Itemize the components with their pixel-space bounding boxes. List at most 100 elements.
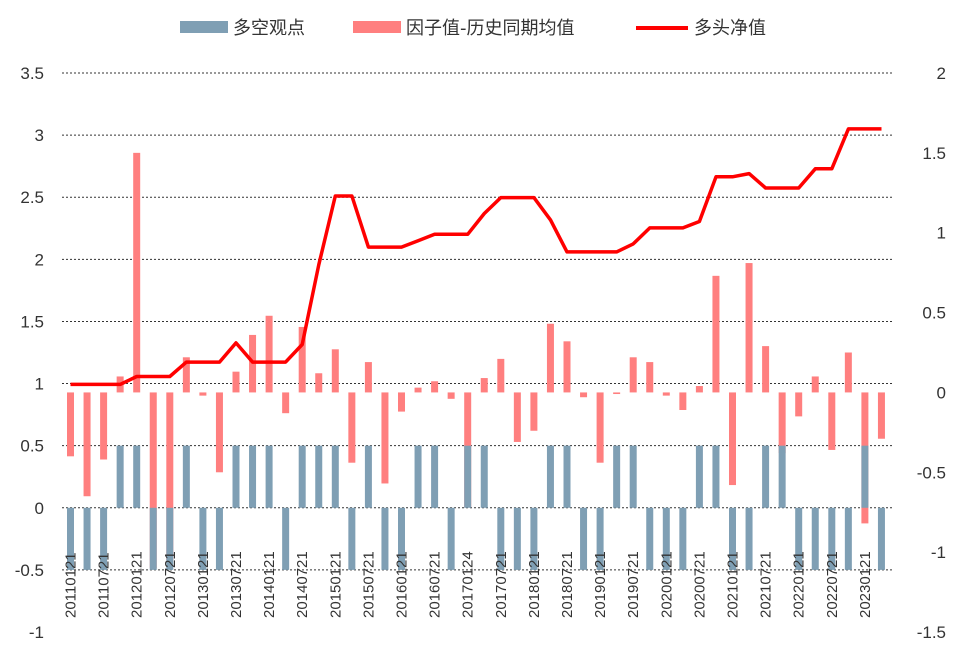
factor-diff-bar (83, 392, 91, 497)
long-short-bar (795, 507, 803, 570)
x-axis-ticks: 20110121 20110721 20120121 20120721 20130121… (63, 551, 874, 618)
long-short-bar (662, 507, 670, 570)
factor-diff-bar (149, 392, 157, 569)
factor-diff-bar (646, 362, 654, 393)
long-short-bar (447, 507, 455, 570)
x-tick-label: 20110121 (63, 552, 80, 618)
x-tick-label: 20190121 (592, 551, 609, 618)
factor-diff-bar (348, 392, 356, 463)
factor-diff-bar (497, 358, 505, 393)
x-tick-label: 20200121 (658, 551, 675, 618)
factor-diff-bar (795, 392, 803, 417)
factor-diff-bar (530, 392, 538, 431)
legend-label-nav: 多头净值 (694, 18, 766, 39)
long-short-bar (629, 445, 637, 508)
long-short-bar (530, 507, 538, 570)
x-tick-label: 20210721 (758, 551, 775, 618)
long-short-bar (348, 507, 356, 570)
long-short-bars (67, 445, 885, 570)
long-short-bar (83, 507, 91, 570)
long-short-bar (265, 445, 273, 508)
factor-diff-bar (298, 326, 306, 393)
long-short-bar (232, 445, 240, 508)
right-tick-label: -0.5 (917, 463, 946, 482)
factor-diff-bar (265, 315, 273, 393)
long-short-bar (215, 507, 223, 570)
long-short-bar (563, 445, 571, 508)
factor-diff-bar (613, 392, 621, 395)
x-tick-label: 20200721 (691, 551, 708, 618)
right-tick-label: -1.5 (917, 623, 946, 642)
factor-diff-bar (215, 392, 223, 473)
long-short-bar (480, 445, 488, 508)
long-short-bar (249, 445, 257, 508)
left-tick-label: 0.5 (20, 437, 44, 456)
left-tick-label: -1 (29, 623, 44, 642)
factor-diff-bar (364, 362, 372, 393)
x-tick-label: 20130121 (195, 551, 212, 618)
factor-diff-bar (679, 392, 687, 410)
long-short-bar (67, 507, 74, 570)
x-tick-label: 20190721 (625, 551, 642, 618)
legend: 多空观点 因子值-历史同期均值 多头净值 (180, 18, 766, 39)
x-tick-label: 20150721 (360, 551, 377, 618)
long-short-bar (100, 507, 108, 570)
x-tick-label: 20170124 (460, 551, 477, 618)
factor-diff-bar (546, 323, 554, 393)
factor-diff-bar (414, 387, 422, 393)
factor-diff-bar (778, 392, 786, 454)
long-short-bar (414, 445, 422, 508)
right-tick-label: 0.5 (922, 304, 946, 323)
left-tick-label: 3 (35, 126, 44, 145)
factor-diff-bar (480, 378, 488, 393)
long-short-bar (679, 507, 687, 570)
long-short-bar (331, 445, 339, 508)
x-tick-label: 20130721 (228, 551, 245, 618)
nav-line-layer (70, 127, 882, 387)
x-tick-label: 20140121 (261, 551, 278, 618)
factor-diff-bar (811, 376, 819, 393)
long-short-bar (149, 507, 157, 570)
factor-diff-bar (828, 392, 836, 450)
factor-diff-bar (315, 373, 323, 393)
factor-diff-bar (877, 392, 885, 439)
x-tick-label: 20220121 (791, 551, 808, 618)
long-short-bar (513, 507, 521, 570)
x-tick-label: 20160121 (394, 551, 411, 618)
x-tick-label: 20230121 (857, 551, 874, 618)
left-tick-label: -0.5 (15, 561, 44, 580)
x-tick-label: 20160721 (427, 551, 444, 618)
x-tick-label: 20210121 (725, 551, 742, 618)
x-tick-label: 20170721 (493, 551, 510, 618)
left-tick-label: 2.5 (20, 188, 44, 207)
factor-diff-bar (381, 392, 389, 484)
factor-diff-bar (762, 346, 770, 393)
long-short-bar (116, 445, 124, 508)
long-short-bar (877, 507, 885, 570)
long-short-bar (613, 445, 621, 508)
factor-diff-bar (199, 392, 207, 396)
long-short-bar (381, 507, 389, 570)
long-short-bar (580, 507, 588, 570)
long-short-bar (398, 507, 405, 570)
long-short-bar (199, 507, 207, 570)
factor-diff-bar (331, 349, 339, 393)
factor-diff-bar (133, 152, 141, 393)
x-tick-label: 20150121 (327, 551, 344, 618)
x-tick-label: 20140721 (294, 551, 311, 618)
factor-diff-bar (729, 392, 736, 486)
factor-diff-bar (513, 392, 521, 442)
legend-swatch-factor-diff (353, 21, 401, 33)
factor-diff-bar (629, 357, 637, 393)
left-axis-ticks: -1 -0.5 0 0.5 1 1.5 2 2.5 3 3.5 (15, 64, 44, 642)
long-short-bar (762, 445, 770, 508)
long-short-bar (315, 445, 323, 508)
long-short-bar (811, 507, 819, 570)
factor-diff-bar (844, 352, 852, 393)
long-short-bar (646, 507, 654, 570)
factor-diff-bar (282, 392, 290, 414)
factor-diff-bar (596, 392, 604, 463)
factor-diff-bars (67, 152, 885, 569)
long-short-bar (282, 507, 290, 570)
